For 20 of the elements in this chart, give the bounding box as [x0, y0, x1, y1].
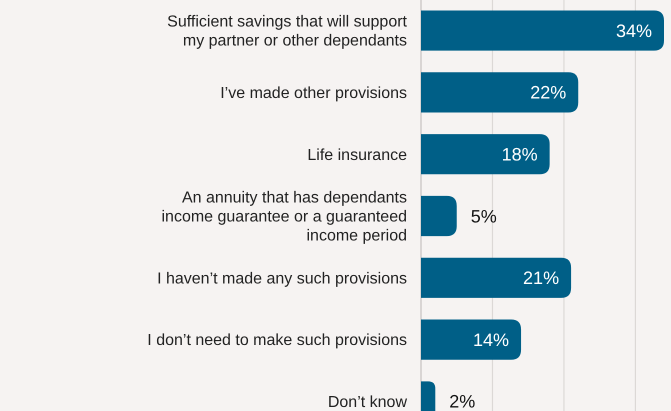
y-tick-label: I haven’t made any such provisions	[157, 270, 407, 288]
y-tick-label: Life insurance	[307, 146, 408, 164]
y-tick-label: I don’t need to make such provisions	[147, 332, 407, 350]
bar	[421, 320, 522, 360]
y-tick-label: Don’t know	[328, 394, 408, 411]
data-label: 21%	[523, 268, 560, 288]
data-label: 14%	[473, 330, 510, 350]
bar	[421, 72, 578, 112]
bar	[421, 258, 572, 298]
bar	[421, 196, 457, 236]
bar	[421, 134, 550, 174]
bar	[421, 10, 664, 51]
data-label: 5%	[470, 206, 497, 226]
y-tick-label: Sufficient savings that will support my partner or other dependants	[167, 14, 408, 50]
data-label: 18%	[502, 144, 538, 164]
data-label: 22%	[530, 82, 566, 103]
y-tick-label: An annuity that has dependants income guarantee or a guaranteed income period	[161, 190, 407, 245]
y-tick-label: I’ve made other provisions	[220, 84, 407, 102]
data-label: 2%	[449, 392, 476, 411]
data-label: 34%	[616, 20, 652, 41]
